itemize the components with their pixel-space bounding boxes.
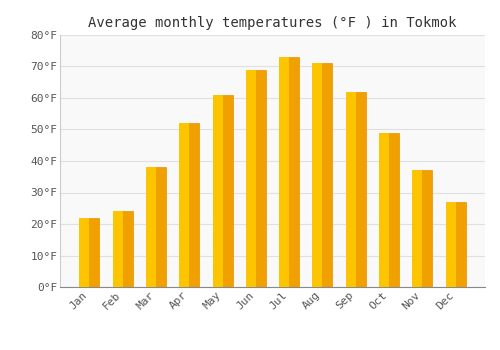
Bar <box>412 170 422 287</box>
Bar <box>346 92 366 287</box>
Bar <box>446 202 456 287</box>
Bar <box>146 167 156 287</box>
Bar <box>212 95 222 287</box>
Bar <box>112 211 122 287</box>
Bar <box>379 133 389 287</box>
Bar <box>246 70 266 287</box>
Bar <box>179 123 199 287</box>
Bar <box>179 123 189 287</box>
Bar <box>312 63 332 287</box>
Bar <box>80 218 100 287</box>
Bar <box>80 218 90 287</box>
Bar <box>212 95 233 287</box>
Bar <box>146 167 166 287</box>
Bar <box>112 211 132 287</box>
Bar <box>312 63 322 287</box>
Bar <box>279 57 289 287</box>
Bar <box>279 57 299 287</box>
Title: Average monthly temperatures (°F ) in Tokmok: Average monthly temperatures (°F ) in To… <box>88 16 457 30</box>
Bar <box>379 133 399 287</box>
Bar <box>446 202 466 287</box>
Bar <box>346 92 356 287</box>
Bar <box>412 170 432 287</box>
Bar <box>246 70 256 287</box>
